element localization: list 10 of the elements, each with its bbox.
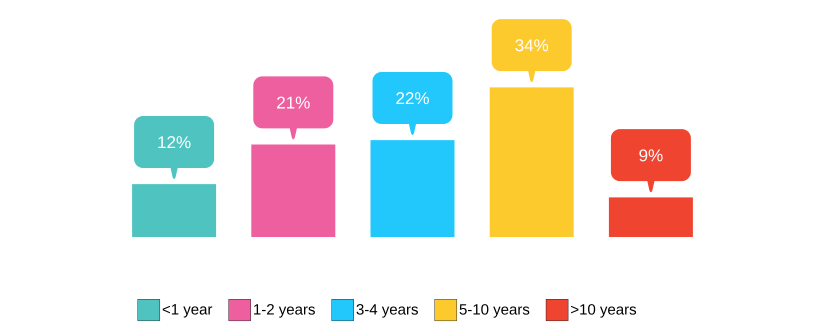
data-label: 34% (515, 39, 548, 52)
legend-label: <1 year (162, 304, 212, 318)
data-label: 22% (396, 92, 429, 104)
legend-label: >10 years (571, 304, 636, 318)
data-label: 9% (639, 149, 663, 162)
legend-label: 1-2 years (254, 304, 315, 318)
legend-label: 3-4 years (356, 304, 418, 318)
data-label: 21% (277, 96, 310, 109)
data-label: 12% (158, 136, 191, 148)
legend-label: 5-10 years (460, 304, 530, 318)
